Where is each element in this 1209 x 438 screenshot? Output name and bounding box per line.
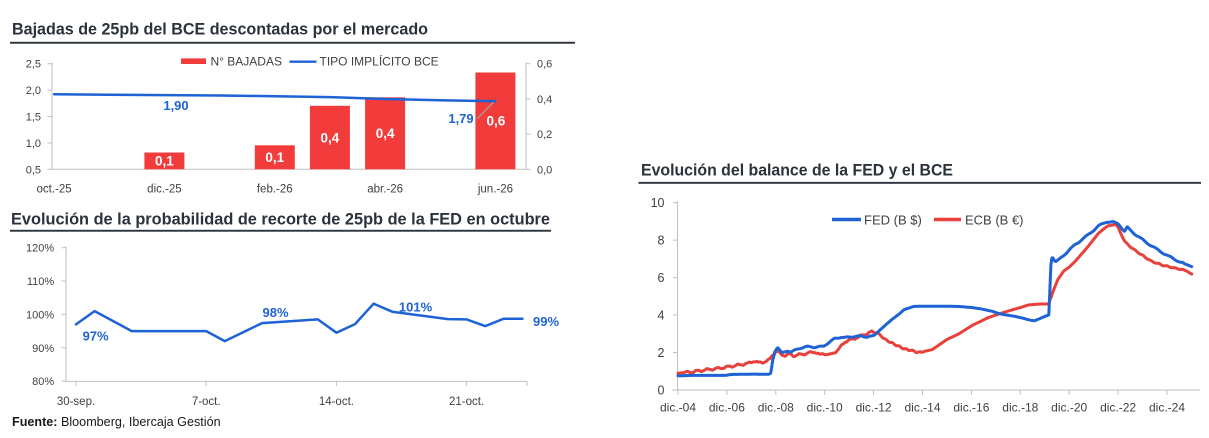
svg-text:0,1: 0,1 (155, 154, 174, 169)
svg-text:10: 10 (651, 196, 665, 210)
svg-text:dic.-04: dic.-04 (660, 400, 696, 414)
svg-text:jun.-26: jun.-26 (477, 183, 513, 195)
svg-text:dic.-12: dic.-12 (856, 400, 892, 414)
svg-text:120%: 120% (26, 243, 54, 255)
svg-text:Fuente: Bloomberg, Ibercaja Ge: Fuente: Bloomberg, Ibercaja Gestión (12, 415, 221, 429)
svg-text:0,2: 0,2 (537, 129, 552, 141)
svg-text:dic.-18: dic.-18 (1002, 400, 1038, 414)
svg-text:21-oct.: 21-oct. (449, 396, 484, 408)
svg-text:0,0: 0,0 (537, 164, 552, 176)
svg-text:dic.-22: dic.-22 (1100, 400, 1136, 414)
svg-text:1,0: 1,0 (26, 138, 41, 150)
svg-text:2: 2 (658, 346, 665, 360)
svg-text:0,5: 0,5 (26, 164, 41, 176)
svg-text:dic.-10: dic.-10 (807, 400, 843, 414)
svg-text:N° BAJADAS: N° BAJADAS (211, 54, 282, 68)
svg-text:101%: 101% (399, 300, 433, 315)
svg-text:oct.-25: oct.-25 (37, 183, 72, 195)
svg-text:1,5: 1,5 (26, 112, 41, 124)
svg-text:30-sep.: 30-sep. (57, 396, 95, 408)
svg-text:0,4: 0,4 (376, 126, 395, 141)
svg-text:feb.-26: feb.-26 (257, 183, 293, 195)
svg-text:110%: 110% (27, 276, 55, 288)
svg-text:90%: 90% (32, 343, 54, 355)
svg-text:98%: 98% (262, 305, 288, 320)
svg-text:4: 4 (658, 309, 665, 323)
svg-text:2,5: 2,5 (26, 59, 41, 71)
svg-text:8: 8 (658, 234, 665, 248)
svg-text:0: 0 (658, 384, 665, 398)
svg-text:ECB (B €): ECB (B €) (965, 212, 1024, 227)
svg-text:1,90: 1,90 (163, 98, 188, 113)
svg-text:2,0: 2,0 (26, 85, 41, 97)
svg-text:1,79: 1,79 (448, 111, 473, 126)
svg-text:dic.-25: dic.-25 (147, 183, 182, 195)
svg-text:0,4: 0,4 (537, 94, 552, 106)
svg-text:dic.-24: dic.-24 (1149, 400, 1185, 414)
svg-text:dic.-16: dic.-16 (953, 400, 989, 414)
svg-text:14-oct.: 14-oct. (319, 396, 354, 408)
svg-text:dic.-20: dic.-20 (1051, 400, 1087, 414)
svg-text:abr.-26: abr.-26 (367, 183, 403, 195)
svg-text:6: 6 (658, 271, 665, 285)
svg-text:0,6: 0,6 (537, 59, 552, 71)
svg-text:80%: 80% (32, 376, 54, 388)
svg-text:99%: 99% (533, 314, 559, 329)
svg-text:100%: 100% (26, 309, 54, 321)
svg-text:0,6: 0,6 (487, 114, 506, 129)
svg-text:Bajadas de 25pb del BCE descon: Bajadas de 25pb del BCE descontadas por … (12, 21, 428, 39)
svg-text:FED (B $): FED (B $) (864, 212, 922, 227)
svg-text:0,1: 0,1 (265, 150, 284, 165)
svg-text:dic.-06: dic.-06 (709, 400, 745, 414)
svg-text:Evolución del balance de la FE: Evolución del balance de la FED y el BCE (641, 162, 953, 180)
svg-text:97%: 97% (83, 329, 109, 344)
svg-text:dic.-14: dic.-14 (904, 400, 940, 414)
svg-text:0,4: 0,4 (321, 130, 340, 145)
svg-text:7-oct.: 7-oct. (192, 396, 221, 408)
svg-text:dic.-08: dic.-08 (758, 400, 794, 414)
svg-text:Evolución de la probabilidad d: Evolución de la probabilidad de recorte … (11, 210, 550, 228)
svg-text:TIPO IMPLÍCITO BCE: TIPO IMPLÍCITO BCE (320, 53, 439, 68)
